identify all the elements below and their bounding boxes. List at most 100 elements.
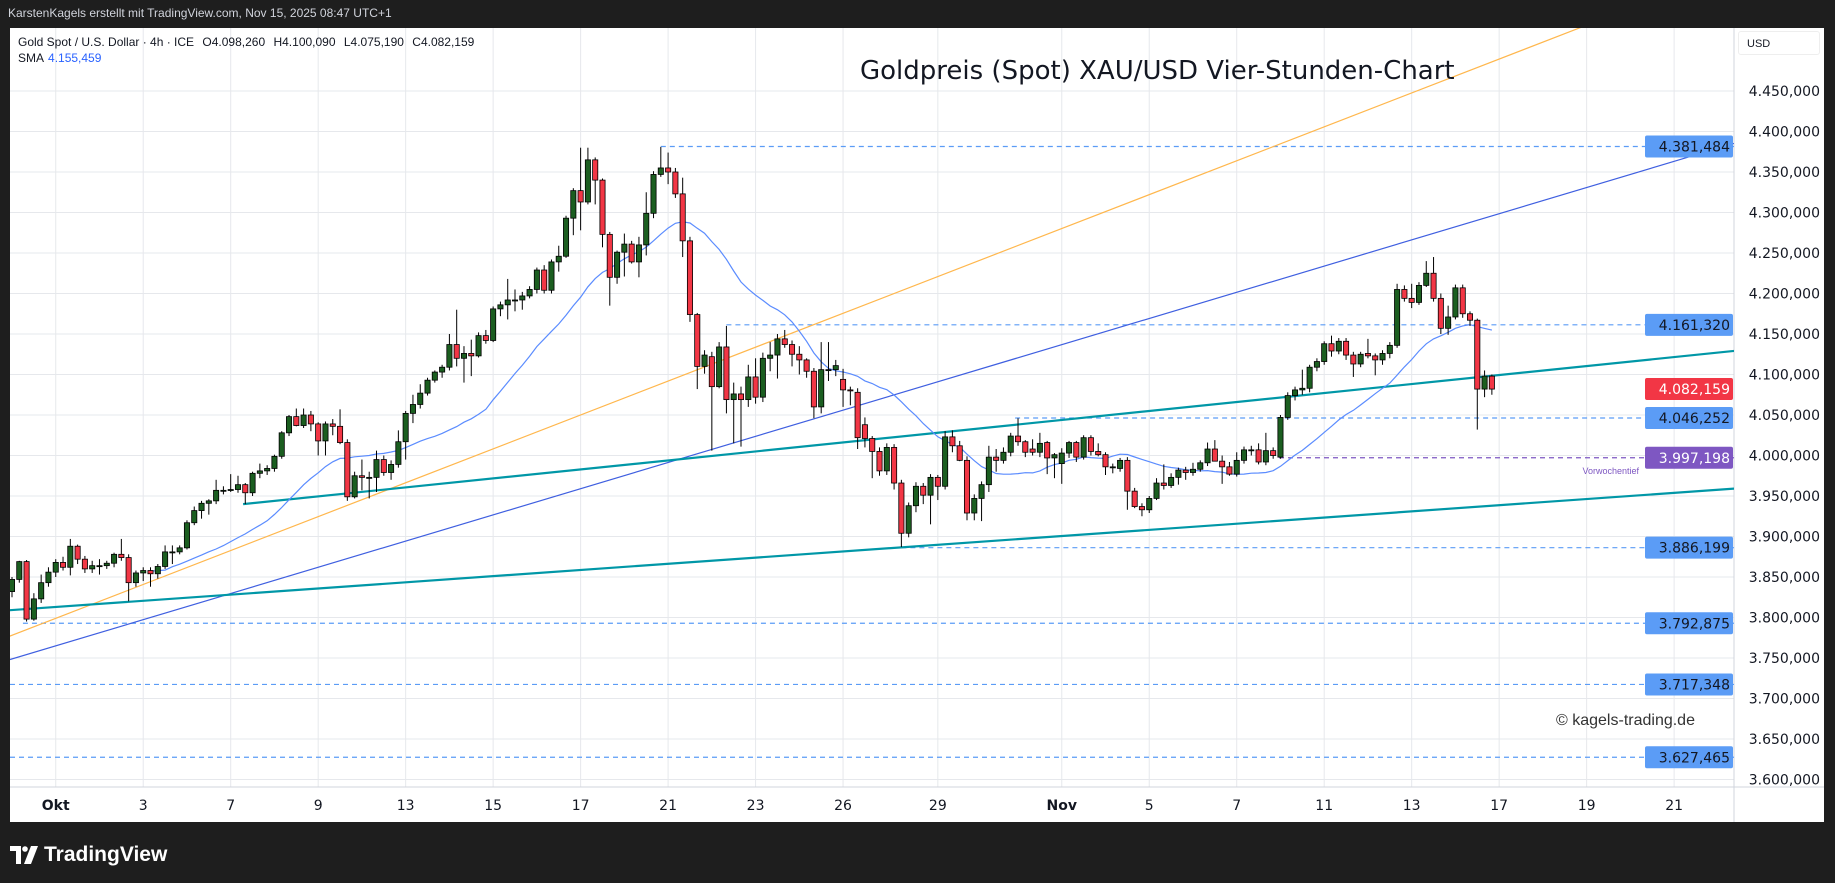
candle[interactable]	[555, 245, 562, 272]
candle[interactable]	[1277, 415, 1284, 459]
candle[interactable]	[577, 147, 584, 231]
candle[interactable]	[118, 538, 125, 561]
candle[interactable]	[1168, 473, 1175, 488]
candle[interactable]	[1401, 285, 1408, 302]
chart-panel[interactable]	[10, 28, 1824, 822]
candle[interactable]	[154, 564, 161, 579]
candle[interactable]	[453, 309, 460, 367]
candle[interactable]	[1474, 318, 1481, 430]
candle[interactable]	[701, 350, 708, 374]
candle[interactable]	[1415, 282, 1422, 305]
candle[interactable]	[1262, 432, 1269, 466]
candle[interactable]	[162, 545, 169, 569]
candle[interactable]	[949, 430, 956, 453]
candle[interactable]	[1445, 305, 1452, 335]
candle[interactable]	[832, 359, 839, 377]
candle[interactable]	[439, 364, 446, 378]
candle[interactable]	[140, 567, 147, 582]
candle[interactable]	[30, 593, 37, 621]
candle[interactable]	[971, 494, 978, 521]
candle[interactable]	[286, 415, 293, 437]
candle[interactable]	[993, 449, 1000, 472]
candle[interactable]	[74, 544, 81, 565]
candle[interactable]	[1321, 341, 1328, 365]
candle[interactable]	[854, 388, 861, 450]
candle[interactable]	[752, 358, 759, 404]
candle[interactable]	[45, 567, 52, 587]
candle[interactable]	[548, 259, 555, 294]
candle[interactable]	[1160, 464, 1167, 490]
candle[interactable]	[584, 147, 591, 205]
candle[interactable]	[512, 289, 519, 312]
symbol-name[interactable]: Gold Spot / U.S. Dollar · 4h · ICE	[18, 35, 195, 49]
candle[interactable]	[621, 233, 628, 277]
candle[interactable]	[1284, 392, 1291, 420]
candle[interactable]	[759, 352, 766, 403]
candle[interactable]	[1386, 342, 1393, 359]
candle[interactable]	[1255, 443, 1262, 465]
candle[interactable]	[315, 422, 322, 456]
candle[interactable]	[198, 500, 205, 519]
candle[interactable]	[1029, 439, 1036, 456]
candle[interactable]	[81, 555, 88, 573]
candle[interactable]	[1233, 452, 1240, 477]
candle[interactable]	[796, 346, 803, 375]
candle[interactable]	[1328, 335, 1335, 357]
plot-area[interactable]: Vorwochentief	[9, 0, 1734, 758]
candle[interactable]	[985, 445, 992, 492]
candle[interactable]	[1036, 432, 1043, 458]
candle[interactable]	[1241, 446, 1248, 464]
candle[interactable]	[898, 479, 905, 548]
candle[interactable]	[745, 364, 752, 407]
candle[interactable]	[1153, 478, 1160, 501]
candle[interactable]	[861, 417, 868, 448]
candle[interactable]	[1313, 358, 1320, 372]
candle[interactable]	[963, 456, 970, 521]
candle[interactable]	[227, 474, 234, 492]
sma-legend[interactable]: SMA 4.155,459	[18, 51, 101, 65]
candle[interactable]	[358, 459, 365, 491]
candle[interactable]	[1124, 457, 1131, 510]
candle[interactable]	[891, 444, 898, 490]
candle[interactable]	[1270, 447, 1277, 459]
candle[interactable]	[242, 483, 249, 505]
candle[interactable]	[1182, 466, 1189, 480]
candle[interactable]	[388, 460, 395, 480]
candle[interactable]	[1087, 435, 1094, 456]
candle[interactable]	[1073, 440, 1080, 462]
candle[interactable]	[1146, 496, 1153, 514]
candle[interactable]	[1044, 440, 1051, 475]
candle[interactable]	[1423, 261, 1430, 288]
candle[interactable]	[606, 231, 613, 306]
candle[interactable]	[847, 386, 854, 406]
candle[interactable]	[570, 188, 577, 236]
candle[interactable]	[825, 342, 832, 381]
candle[interactable]	[1197, 460, 1204, 472]
candle[interactable]	[1131, 487, 1138, 509]
candle[interactable]	[1204, 442, 1211, 467]
candle[interactable]	[103, 560, 110, 569]
candle[interactable]	[169, 545, 176, 565]
candle[interactable]	[1394, 283, 1401, 348]
candle[interactable]	[1379, 350, 1386, 365]
candle[interactable]	[1481, 370, 1488, 398]
candle[interactable]	[628, 240, 635, 264]
candle[interactable]	[657, 146, 664, 177]
tradingview-footer[interactable]: TradingView	[10, 843, 167, 867]
candle[interactable]	[942, 431, 949, 490]
candle[interactable]	[16, 560, 23, 583]
candle[interactable]	[723, 325, 730, 414]
candle[interactable]	[716, 342, 723, 389]
candle[interactable]	[329, 419, 336, 436]
candle[interactable]	[234, 475, 241, 493]
candle[interactable]	[460, 346, 467, 383]
candle[interactable]	[803, 358, 810, 378]
candle[interactable]	[125, 554, 132, 602]
candle[interactable]	[840, 368, 847, 407]
candle[interactable]	[191, 506, 198, 526]
candle[interactable]	[147, 567, 154, 587]
candle[interactable]	[708, 351, 715, 451]
candle[interactable]	[249, 471, 256, 496]
candle[interactable]	[643, 192, 650, 256]
